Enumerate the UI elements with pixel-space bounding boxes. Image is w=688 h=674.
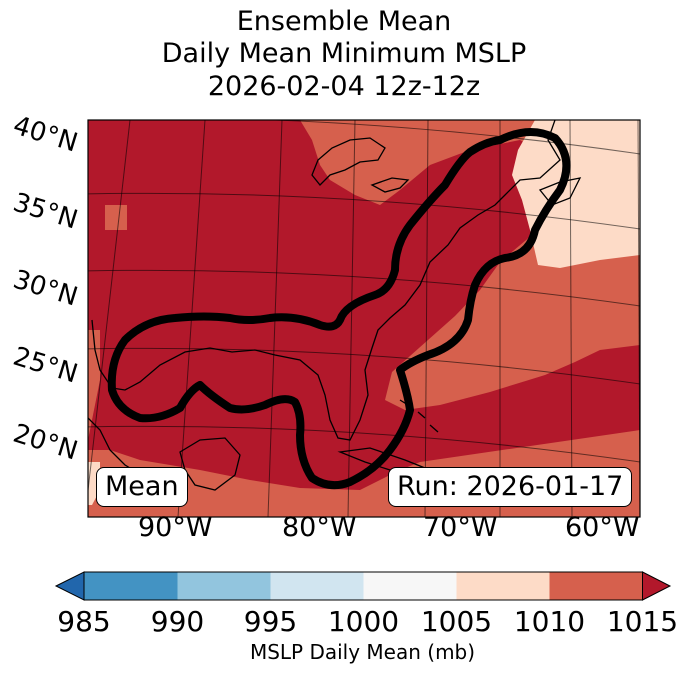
colorbar-tick-995: 995 (243, 605, 298, 638)
colorbar (54, 571, 672, 601)
colorbar-label: MSLP Daily Mean (mb) (249, 640, 476, 664)
meridian-75 (424, 120, 429, 517)
mean-label-box: Mean (96, 467, 188, 507)
colorbar-tick-985: 985 (57, 605, 111, 638)
colorbar-bin-995-1000 (270, 572, 364, 600)
coast-great-lakes (311, 137, 386, 186)
parallel-40 (263, 120, 640, 155)
title-line-2: Daily Mean Minimum MSLP (161, 38, 527, 69)
title-line-3: 2026-02-04 12z-12z (207, 71, 481, 102)
coast-lake-erie (370, 177, 410, 193)
colorbar-tick-990: 990 (150, 605, 205, 638)
parallel-35 (88, 192, 640, 230)
title-line-1: Ensemble Mean (236, 6, 452, 37)
coast-yucatan (179, 437, 241, 491)
parallel-30 (88, 269, 640, 307)
colorbar-tick-1000: 1000 (327, 605, 400, 638)
colorbar-frame (83, 571, 643, 601)
parallel-20 (88, 425, 640, 463)
lon-label-80: 80°W (282, 512, 357, 543)
field-speck (105, 205, 127, 230)
colorbar-bin-990-995 (177, 572, 271, 600)
colorbar-bin-1000-1005 (363, 572, 457, 600)
colorbar-under-arrow (54, 571, 85, 601)
coast-east (91, 120, 561, 441)
colorbar-bin-1010-1015 (549, 572, 643, 600)
colorbar-tick-1005: 1005 (420, 605, 493, 638)
colorbar-over-arrow (642, 571, 672, 601)
lon-label-70: 70°W (423, 512, 498, 543)
mslp-contour-1010 (107, 128, 571, 490)
parallel-25 (88, 347, 640, 385)
run-date-box: Run: 2026-01-17 (388, 467, 633, 507)
meridian-65 (569, 120, 573, 517)
lon-label-90: 90°W (138, 512, 213, 543)
colorbar-bin-1005-1010 (456, 572, 550, 600)
map-frame (87, 119, 641, 518)
lon-label-60: 60°W (565, 512, 640, 543)
meridian-95 (88, 120, 131, 495)
field-region-1000-ne (512, 120, 640, 268)
colorbar-tick-1010: 1010 (513, 605, 586, 638)
colorbar-bin-985-990 (84, 572, 178, 600)
colorbar-tick-1015: 1015 (606, 605, 679, 638)
